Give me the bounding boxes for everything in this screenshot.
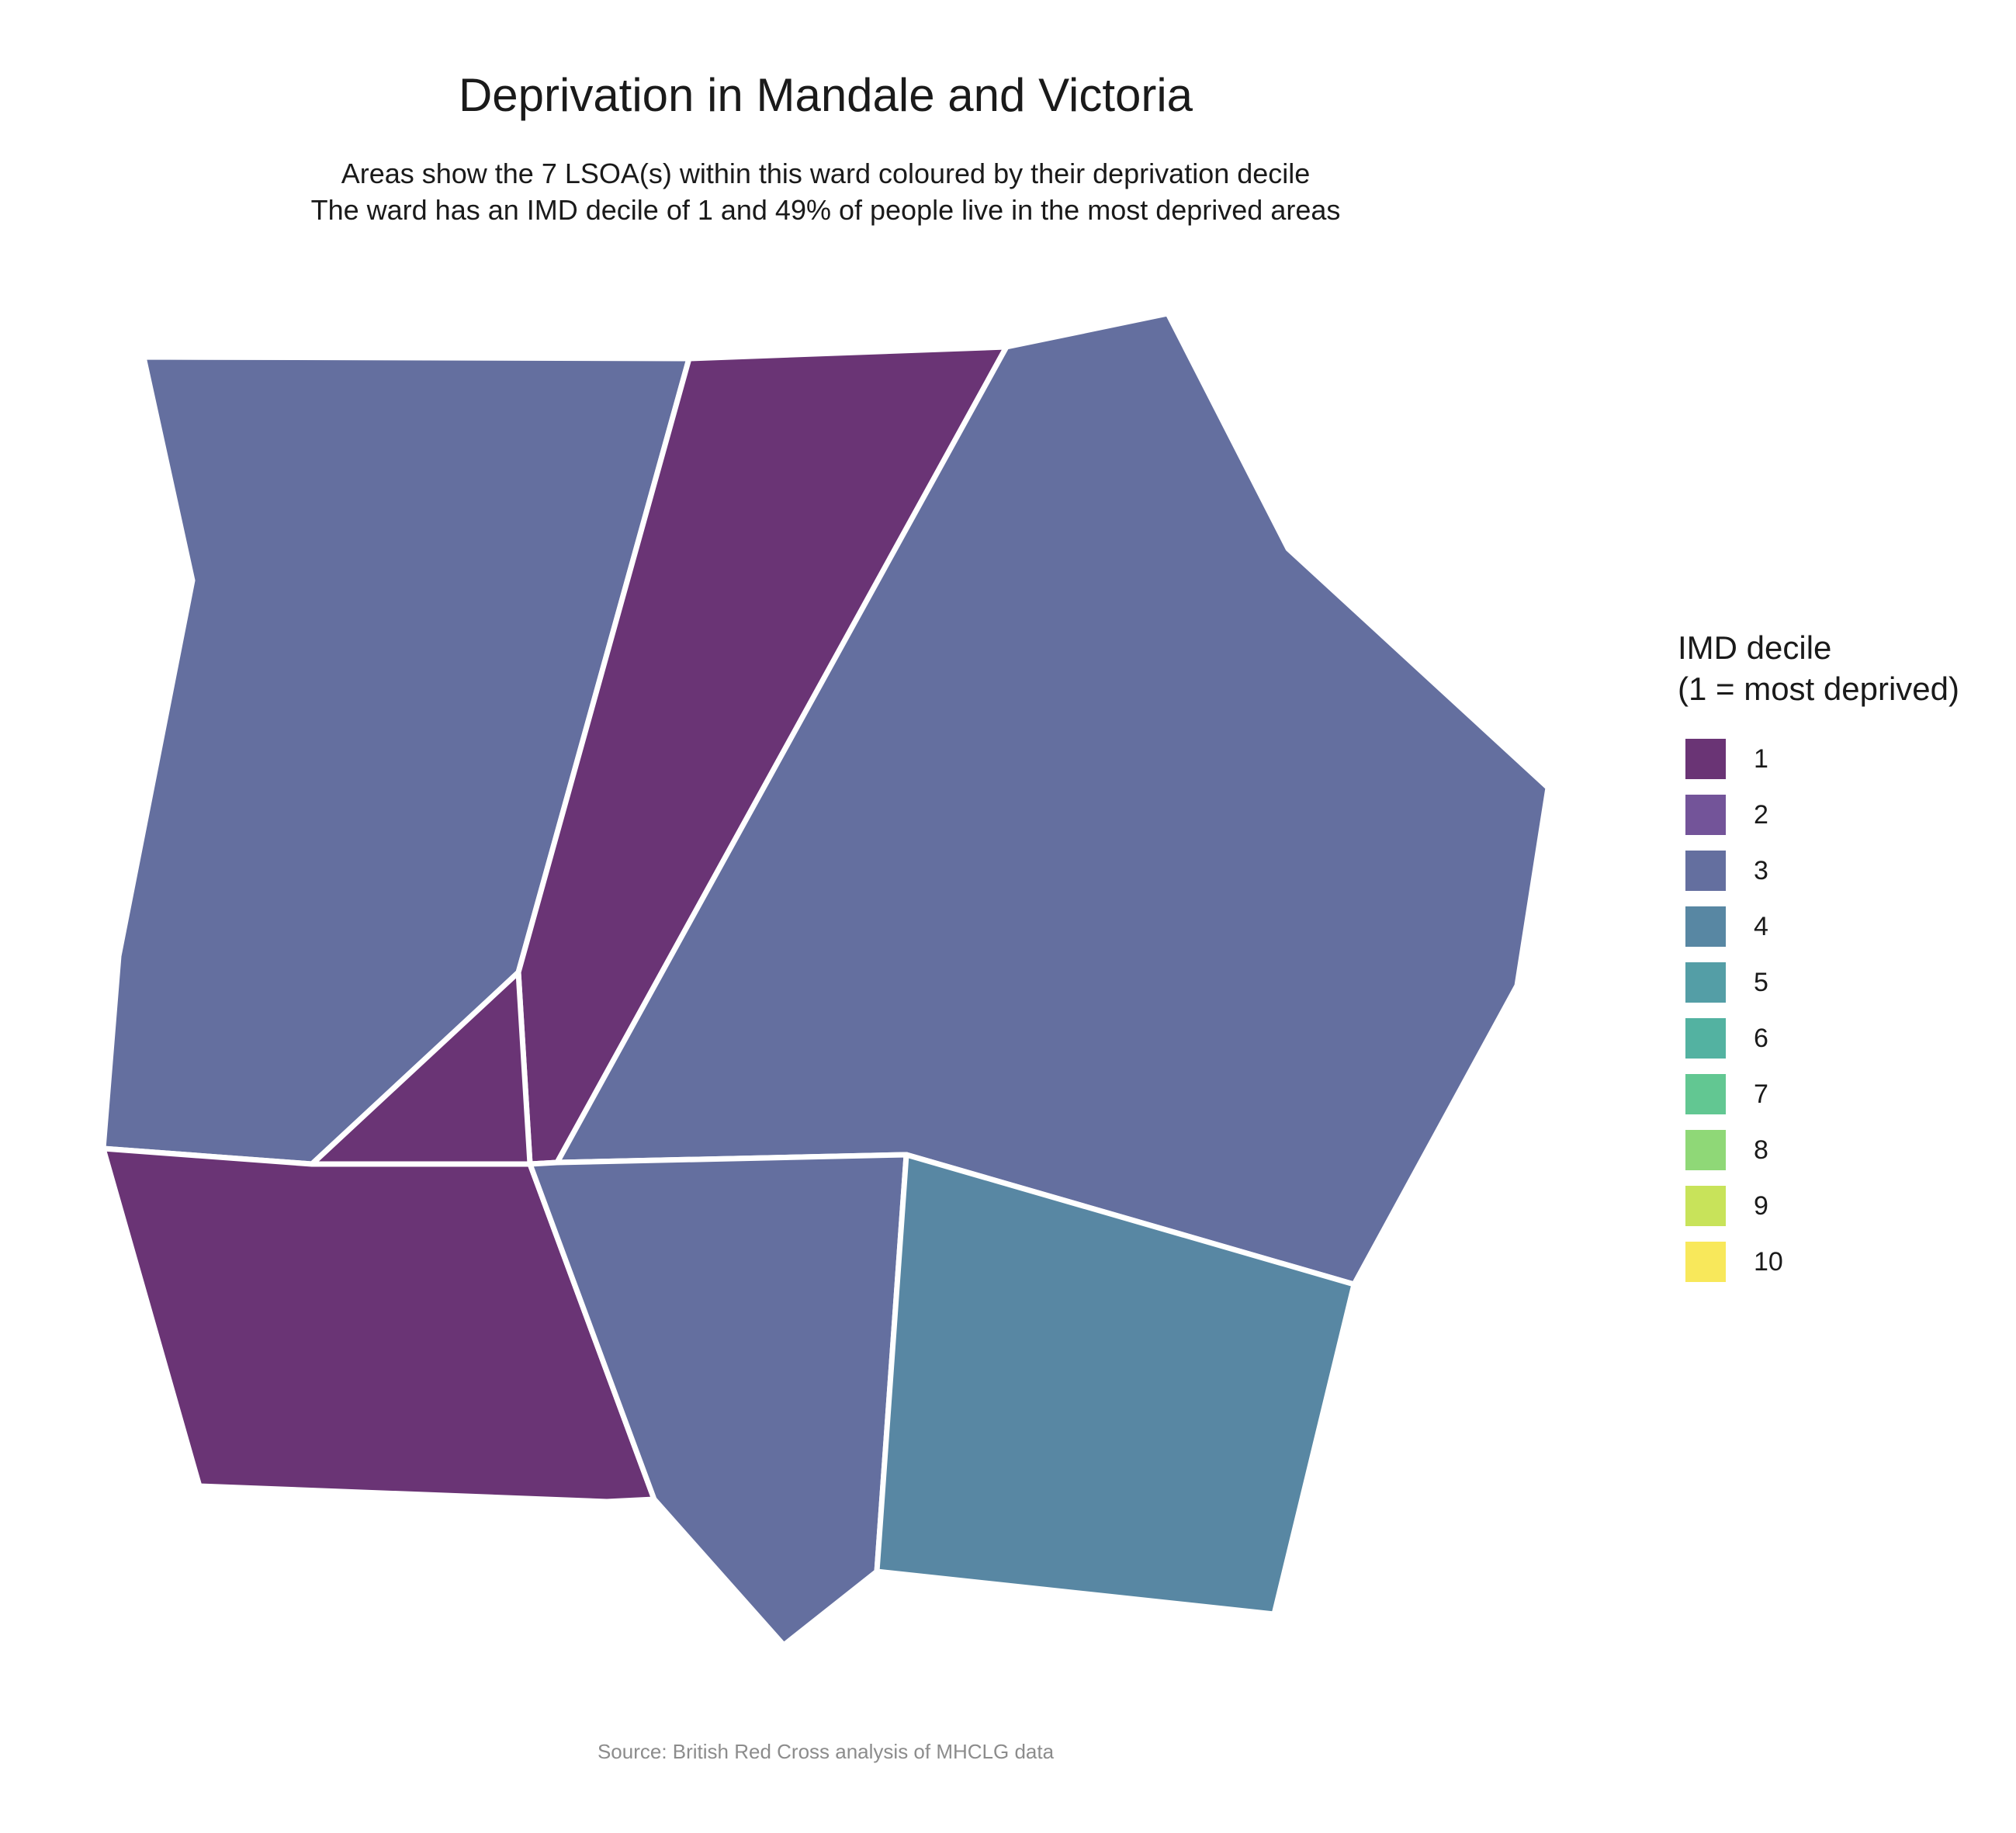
legend-item-6: 6 — [1678, 1010, 1959, 1066]
legend-items: 1 2 3 4 5 6 7 8 9 10 — [1678, 731, 1959, 1290]
legend-swatch — [1685, 1130, 1726, 1170]
legend-item-9: 9 — [1678, 1178, 1959, 1234]
legend-item-2: 2 — [1678, 787, 1959, 843]
legend-label: 1 — [1754, 743, 1768, 774]
legend-swatch — [1685, 739, 1726, 779]
chart-title: Deprivation in Mandale and Victoria — [458, 69, 1193, 121]
legend-title-line-2: (1 = most deprived) — [1678, 670, 1959, 707]
legend-label: 7 — [1754, 1079, 1768, 1109]
legend-item-1: 1 — [1678, 731, 1959, 787]
legend-swatch — [1685, 1186, 1726, 1226]
legend-item-5: 5 — [1678, 955, 1959, 1010]
legend-label: 6 — [1754, 1023, 1768, 1053]
legend-label: 3 — [1754, 855, 1768, 885]
legend-swatch — [1685, 795, 1726, 835]
legend-label: 10 — [1754, 1246, 1783, 1277]
legend-label: 9 — [1754, 1190, 1768, 1221]
legend-item-7: 7 — [1678, 1066, 1959, 1122]
legend-item-3: 3 — [1678, 843, 1959, 899]
legend-swatch — [1685, 962, 1726, 1003]
legend-title-line-1: IMD decile — [1678, 629, 1832, 666]
legend-label: 4 — [1754, 911, 1768, 941]
legend-swatch — [1685, 1242, 1726, 1282]
legend-title: IMD decile (1 = most deprived) — [1678, 627, 1959, 709]
legend-swatch — [1685, 906, 1726, 947]
legend-swatch — [1685, 851, 1726, 891]
subtitle-line-2: The ward has an IMD decile of 1 and 49% … — [310, 194, 1341, 226]
chart-subtitle: Areas show the 7 LSOA(s) within this war… — [0, 155, 1651, 228]
legend-label: 2 — [1754, 799, 1768, 830]
legend-item-8: 8 — [1678, 1122, 1959, 1178]
lsoa-area-decile-4[interactable] — [874, 1152, 1357, 1617]
legend-swatch — [1685, 1018, 1726, 1059]
legend-label: 8 — [1754, 1135, 1768, 1165]
legend-label: 5 — [1754, 967, 1768, 997]
legend-item-4: 4 — [1678, 899, 1959, 955]
ward-map — [103, 314, 1548, 1645]
source-note: Source: British Red Cross analysis of MH… — [597, 1740, 1055, 1763]
legend-item-10: 10 — [1678, 1234, 1959, 1290]
legend: IMD decile (1 = most deprived) 1 2 3 4 5 6 7 8 9… — [1678, 627, 1959, 1290]
subtitle-line-1: Areas show the 7 LSOA(s) within this war… — [341, 158, 1311, 189]
legend-swatch — [1685, 1074, 1726, 1114]
